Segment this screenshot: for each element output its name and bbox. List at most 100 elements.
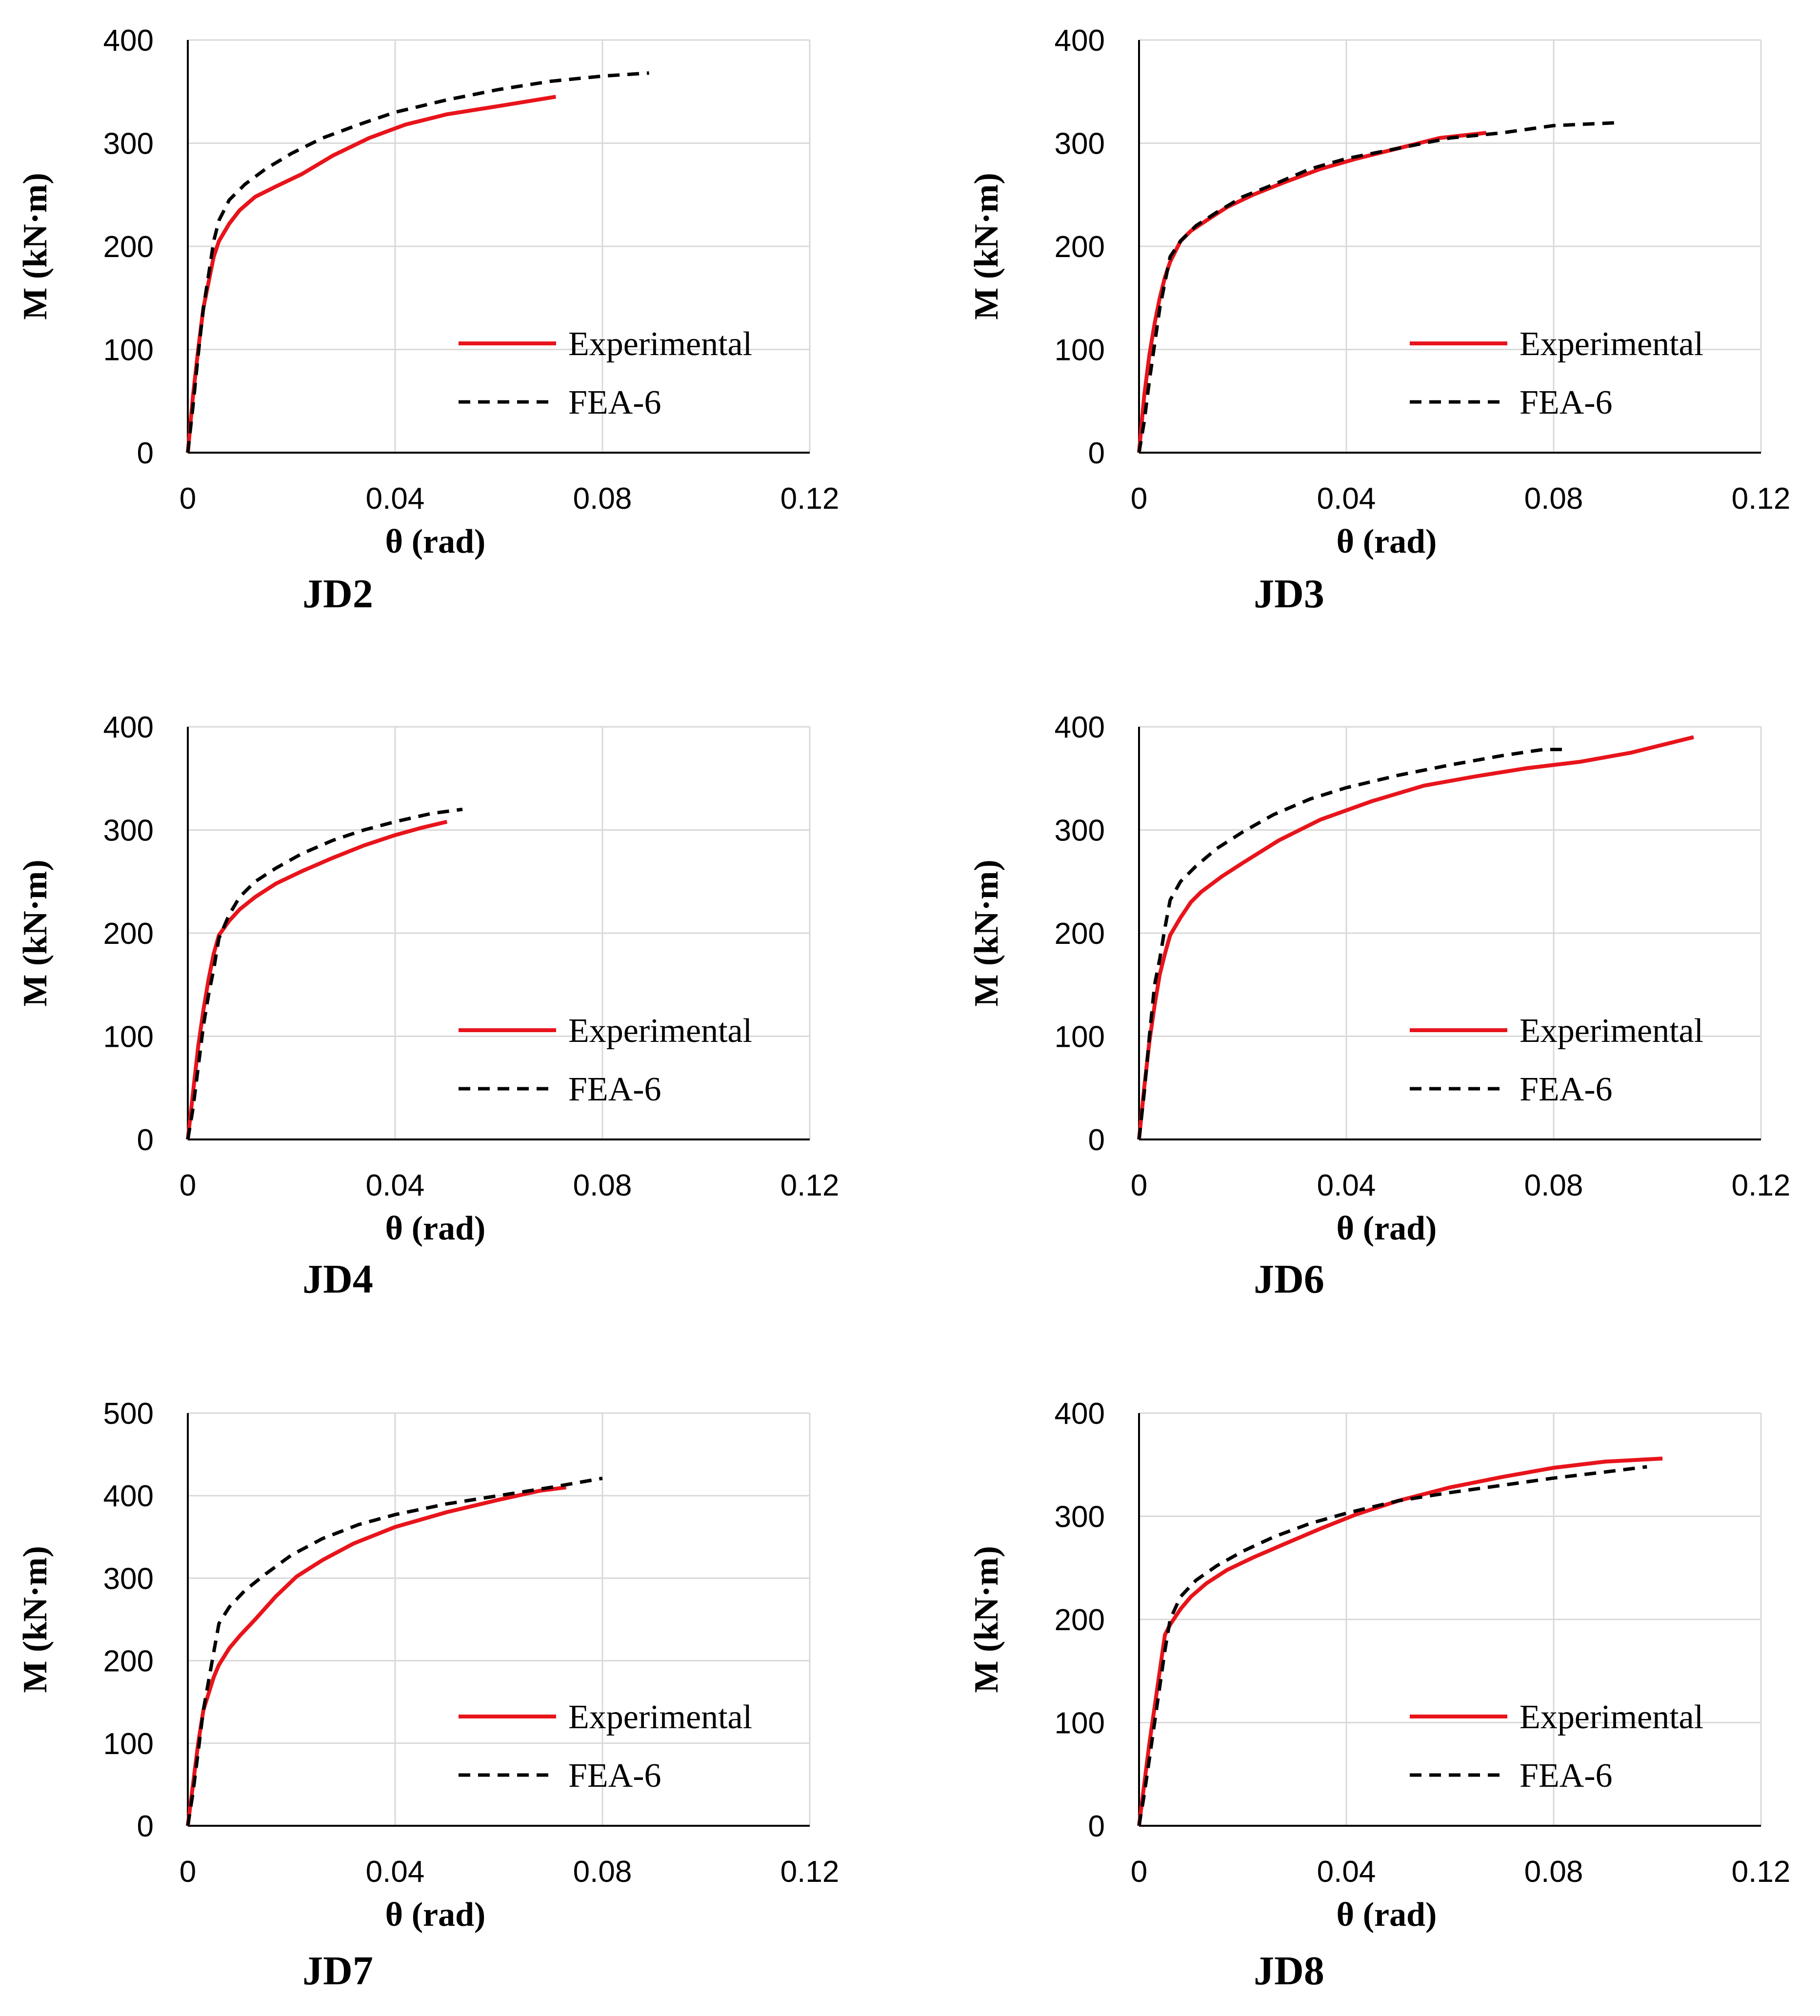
x-tick-label: 0.12 (780, 1169, 840, 1202)
panel-title: JD3 (1254, 571, 1324, 617)
x-tick-label: 0.12 (780, 1855, 840, 1889)
x-axis-title: θ (rad) (1337, 1896, 1437, 1934)
legend-experimental-label: Experimental (568, 1698, 752, 1736)
x-axis-title: θ (rad) (1337, 523, 1437, 560)
y-tick-label: 0 (137, 437, 154, 470)
panel-title: JD6 (1254, 1257, 1324, 1302)
fea-6-series-line (186, 1477, 603, 1826)
panel-title: JD4 (302, 1257, 373, 1302)
y-tick-label: 300 (103, 814, 154, 848)
y-tick-label: 0 (137, 1123, 154, 1157)
experimental-series-line (186, 819, 448, 1140)
y-tick-label: 100 (1055, 334, 1105, 367)
x-tick-label: 0.04 (366, 1855, 425, 1889)
x-tick-label: 0.04 (1317, 1169, 1376, 1202)
legend-fea-label: FEA-6 (568, 1071, 661, 1108)
legend-fea-label: FEA-6 (1520, 1757, 1613, 1795)
x-tick-label: 0 (1131, 1169, 1147, 1202)
y-axis-title: M (kN·m) (968, 173, 1005, 319)
y-tick-label: 400 (103, 1479, 154, 1513)
y-tick-label: 300 (1055, 127, 1105, 161)
y-tick-label: 0 (1088, 437, 1105, 470)
y-tick-label: 200 (103, 230, 154, 264)
legend-fea-label: FEA-6 (568, 384, 661, 421)
y-tick-label: 400 (103, 711, 154, 744)
chart-panel-jd2: 0 100 200 300 400 0 0.04 0.08 0.12 Experimental FE… (17, 24, 839, 617)
x-tick-label: 0.12 (1732, 482, 1791, 516)
experimental-series-line (1137, 735, 1694, 1140)
x-tick-label: 0.12 (1732, 1169, 1791, 1202)
y-axis-title: M (kN·m) (17, 1546, 54, 1693)
y-tick-label: 300 (103, 127, 154, 161)
y-axis-title: M (kN·m) (968, 859, 1005, 1006)
chart-panel-jd3: 0 100 200 300 400 0 0.04 0.08 0.12 Experimental FE… (968, 24, 1790, 617)
x-tick-label: 0.08 (1524, 482, 1583, 516)
chart-panel-jd4: 0 100 200 300 400 0 0.04 0.08 0.12 Experimental FE… (17, 711, 839, 1302)
y-tick-label: 400 (1055, 1397, 1105, 1431)
y-tick-label: 200 (1055, 1603, 1105, 1637)
x-axis-title: θ (rad) (1337, 1210, 1437, 1247)
x-tick-label: 0.08 (573, 482, 632, 516)
panel-title: JD2 (302, 571, 373, 617)
y-tick-label: 300 (103, 1562, 154, 1596)
x-tick-label: 0.08 (1524, 1855, 1583, 1889)
chart-panel-jd8: 0 100 200 300 400 0 0.04 0.08 0.12 Experimental FE… (968, 1397, 1790, 1994)
y-tick-label: 200 (1055, 230, 1105, 264)
y-tick-label: 400 (1055, 24, 1105, 58)
x-axis-title: θ (rad) (385, 1210, 486, 1247)
legend-fea-label: FEA-6 (1520, 1071, 1613, 1108)
legend-experimental-label: Experimental (1520, 1012, 1703, 1050)
experimental-series-line (186, 95, 557, 453)
y-tick-label: 100 (1055, 1707, 1105, 1740)
legend-experimental-label: Experimental (1520, 1698, 1703, 1736)
y-axis-title: M (kN·m) (17, 173, 54, 319)
x-tick-label: 0 (180, 1855, 196, 1889)
fea-6-series-line (186, 71, 649, 453)
y-tick-label: 100 (103, 334, 154, 367)
x-tick-label: 0.08 (1524, 1169, 1583, 1202)
legend-fea-label: FEA-6 (568, 1757, 661, 1795)
y-axis-title: M (kN·m) (968, 1546, 1005, 1693)
y-tick-label: 0 (1088, 1810, 1105, 1843)
x-tick-label: 0.12 (780, 482, 840, 516)
legend-experimental-label: Experimental (568, 1012, 752, 1050)
panel-title: JD8 (1254, 1948, 1324, 1994)
panel-title: JD7 (302, 1948, 373, 1994)
fea-6-series-line (186, 807, 463, 1140)
y-tick-label: 500 (103, 1397, 154, 1431)
chart-panel-jd7: 0 100 200 300 400 500 0 0.04 0.08 0.12 Experimenta… (17, 1397, 839, 1994)
x-axis-title: θ (rad) (385, 523, 486, 560)
y-tick-label: 0 (1088, 1123, 1105, 1157)
y-tick-label: 200 (103, 1645, 154, 1678)
x-tick-label: 0 (180, 482, 196, 516)
x-axis-title: θ (rad) (385, 1896, 486, 1934)
x-tick-label: 0.04 (1317, 1855, 1376, 1889)
x-tick-label: 0 (1131, 482, 1147, 516)
x-tick-label: 0.12 (1732, 1855, 1791, 1889)
x-tick-label: 0.08 (573, 1169, 632, 1202)
fea-6-series-line (1137, 120, 1621, 453)
x-tick-label: 0 (180, 1169, 196, 1202)
x-tick-label: 0.08 (573, 1855, 632, 1889)
x-tick-label: 0.04 (1317, 482, 1376, 516)
fea-6-series-line (1137, 1465, 1647, 1826)
y-tick-label: 200 (103, 917, 154, 951)
legend-experimental-label: Experimental (1520, 325, 1703, 363)
experimental-series-line (1137, 131, 1487, 453)
y-tick-label: 100 (103, 1727, 154, 1761)
legend-experimental-label: Experimental (568, 325, 752, 363)
experimental-series-line (186, 1485, 567, 1826)
y-tick-label: 400 (1055, 711, 1105, 744)
legend-fea-label: FEA-6 (1520, 384, 1613, 421)
y-tick-label: 400 (103, 24, 154, 58)
y-tick-label: 100 (1055, 1020, 1105, 1054)
y-tick-label: 100 (103, 1020, 154, 1054)
y-tick-label: 0 (137, 1810, 154, 1843)
experimental-series-line (1137, 1457, 1663, 1826)
y-axis-title: M (kN·m) (17, 859, 54, 1006)
y-tick-label: 300 (1055, 1500, 1105, 1534)
x-tick-label: 0.04 (366, 482, 425, 516)
y-tick-label: 200 (1055, 917, 1105, 951)
y-tick-label: 300 (1055, 814, 1105, 848)
